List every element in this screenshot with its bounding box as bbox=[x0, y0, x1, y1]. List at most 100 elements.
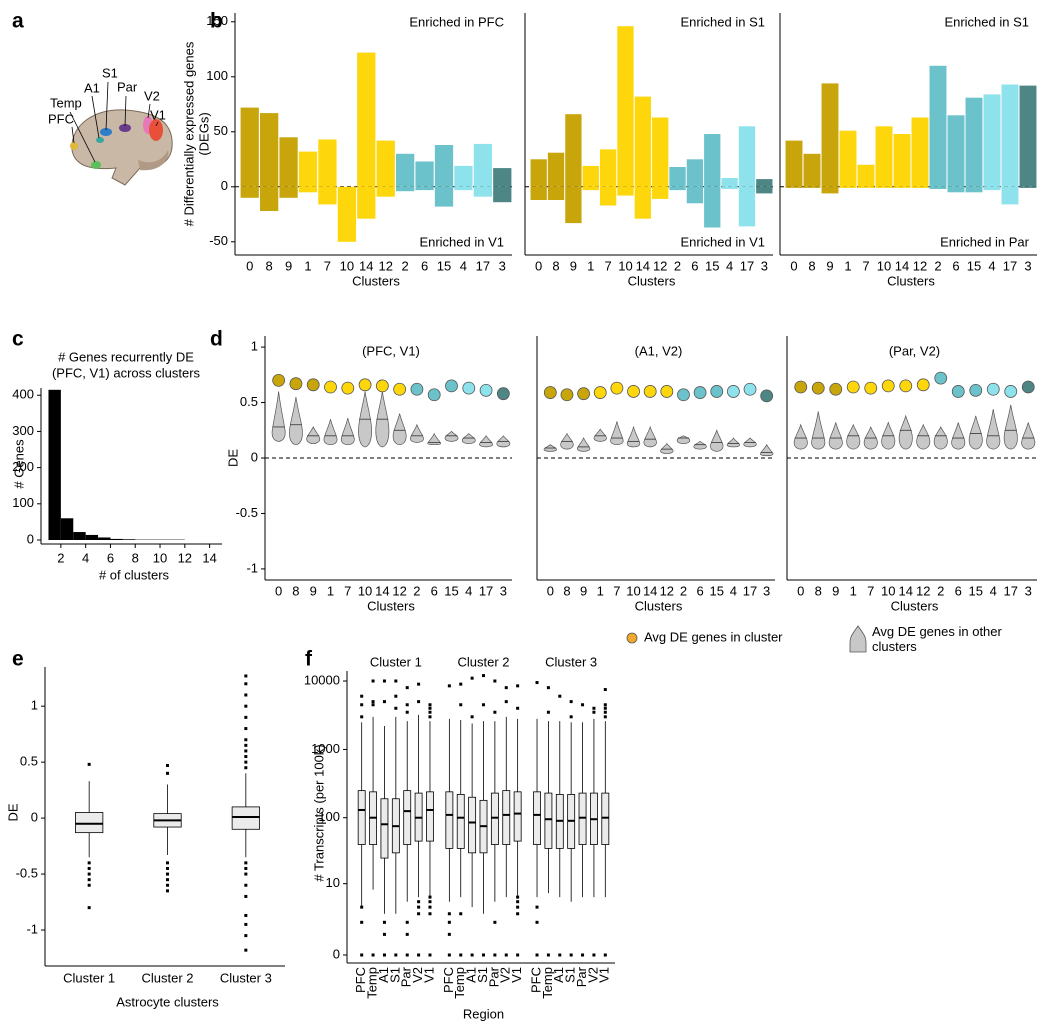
outlier bbox=[470, 676, 474, 680]
outlier bbox=[166, 883, 169, 887]
box bbox=[380, 798, 389, 859]
dot bbox=[627, 385, 640, 398]
x-tick-label: Cluster 3 bbox=[220, 970, 272, 985]
outlier bbox=[417, 700, 421, 704]
outlier bbox=[166, 763, 169, 767]
x-tick-label: 15 bbox=[705, 258, 719, 273]
outlier bbox=[504, 953, 508, 957]
dot bbox=[341, 381, 355, 395]
box bbox=[231, 806, 260, 830]
y-axis-label: # Transcripts (per 100k) bbox=[311, 744, 326, 881]
x-tick-label: 17 bbox=[743, 583, 757, 598]
panel-letter: d bbox=[210, 328, 223, 351]
x-tick-label: 6 bbox=[431, 583, 438, 598]
bar bbox=[756, 186, 773, 194]
outlier bbox=[371, 700, 375, 704]
outlier bbox=[405, 686, 409, 690]
bar bbox=[530, 159, 547, 187]
outlier bbox=[603, 710, 607, 714]
x-axis-label: Clusters bbox=[352, 273, 400, 288]
outlier bbox=[447, 684, 451, 688]
bar bbox=[756, 179, 773, 187]
x-axis-label: Clusters bbox=[887, 273, 935, 288]
outlier bbox=[535, 920, 539, 924]
x-tick-label: 10 bbox=[626, 583, 640, 598]
x-tick-label: 4 bbox=[465, 583, 472, 598]
violin bbox=[410, 423, 424, 443]
outlier bbox=[493, 953, 497, 957]
outlier bbox=[459, 703, 463, 707]
bar bbox=[454, 165, 473, 187]
outlier bbox=[447, 953, 451, 957]
legend-label: Avg DE genes in cluster bbox=[644, 629, 783, 644]
outlier bbox=[394, 679, 398, 683]
outlier bbox=[244, 682, 248, 686]
region-temp bbox=[91, 161, 101, 169]
dot bbox=[899, 379, 913, 393]
region-label: S1 bbox=[102, 65, 118, 80]
x-tick-label: 6 bbox=[696, 583, 703, 598]
x-tick-label: 9 bbox=[570, 258, 577, 273]
y-tick-label: 1 bbox=[251, 339, 258, 354]
outlier bbox=[504, 700, 508, 704]
x-tick-label: 12 bbox=[653, 258, 667, 273]
x-tick-label: 12 bbox=[916, 583, 930, 598]
y-tick-label: 1000 bbox=[311, 741, 340, 756]
x-tick-label: 8 bbox=[132, 550, 139, 565]
bar bbox=[260, 113, 279, 187]
outlier bbox=[382, 679, 386, 683]
bar bbox=[260, 186, 279, 211]
x-tick-label: 0 bbox=[246, 258, 253, 273]
outlier bbox=[493, 679, 497, 683]
bar bbox=[376, 186, 395, 197]
outlier bbox=[87, 762, 91, 766]
dot bbox=[410, 382, 424, 396]
bar bbox=[279, 186, 298, 198]
outlier bbox=[244, 755, 248, 759]
outlier bbox=[447, 912, 451, 916]
outlier bbox=[244, 866, 248, 870]
outlier bbox=[166, 878, 169, 882]
y-tick-label: 400 bbox=[12, 387, 34, 402]
x-tick-label: 1 bbox=[304, 258, 311, 273]
y-tick-label: -1 bbox=[246, 560, 258, 575]
bar bbox=[947, 186, 965, 193]
x-tick-label: 4 bbox=[460, 258, 467, 273]
outlier bbox=[516, 895, 520, 899]
x-tick-label: PFC bbox=[441, 967, 456, 993]
x-tick-label: 14 bbox=[636, 258, 650, 273]
violin bbox=[1003, 404, 1018, 450]
outlier bbox=[244, 872, 248, 876]
y-tick-label: 300 bbox=[12, 423, 34, 438]
violin bbox=[726, 437, 741, 448]
x-tick-label: 12 bbox=[378, 258, 392, 273]
dot bbox=[1021, 380, 1035, 394]
bar bbox=[893, 186, 911, 188]
outlier bbox=[428, 703, 432, 707]
bar bbox=[547, 186, 565, 200]
bar bbox=[565, 114, 582, 187]
annotation: Enriched in Par bbox=[940, 234, 1030, 249]
y-tick-label: 0 bbox=[333, 946, 340, 961]
violin bbox=[427, 432, 442, 446]
dot bbox=[864, 381, 878, 395]
dot bbox=[846, 380, 860, 394]
violin bbox=[1021, 422, 1036, 450]
violin bbox=[951, 422, 966, 450]
x-tick-label: Temp bbox=[452, 967, 467, 999]
box bbox=[490, 792, 499, 845]
region-par bbox=[119, 124, 131, 132]
outlier bbox=[360, 905, 364, 909]
x-tick-label: 4 bbox=[988, 258, 995, 273]
x-axis-label: Astrocyte clusters bbox=[116, 994, 219, 1009]
histogram-bar bbox=[48, 389, 61, 540]
outlier bbox=[87, 878, 91, 882]
outlier bbox=[166, 861, 169, 865]
x-tick-label: 9 bbox=[832, 583, 839, 598]
x-tick-label: 14 bbox=[359, 258, 373, 273]
violin bbox=[271, 391, 286, 442]
x-tick-label: 17 bbox=[479, 583, 493, 598]
outlier bbox=[428, 715, 432, 719]
y-axis-label: DE bbox=[225, 449, 240, 467]
violin bbox=[444, 430, 459, 442]
